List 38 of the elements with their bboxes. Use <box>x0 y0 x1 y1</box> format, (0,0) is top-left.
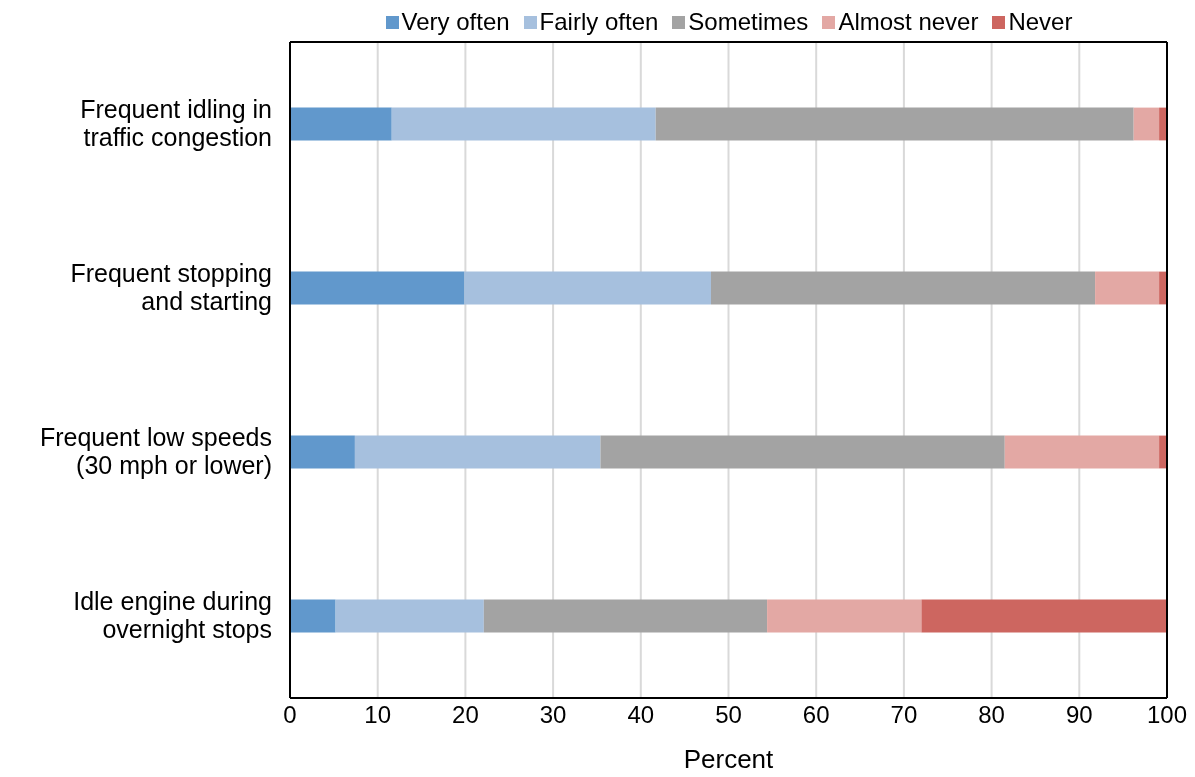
bar <box>710 271 1096 305</box>
bar <box>354 435 601 469</box>
x-tick-label: 60 <box>802 701 830 729</box>
bar <box>921 599 1167 633</box>
bar <box>1095 271 1160 305</box>
x-tick-label: 100 <box>1146 701 1188 729</box>
y-tick-label: Frequent stopping and starting <box>70 259 272 315</box>
bar <box>290 599 336 633</box>
y-tick-label: Frequent idling in traffic congestion <box>80 95 272 151</box>
bar <box>1004 435 1160 469</box>
bar <box>483 599 768 633</box>
bar <box>600 435 1005 469</box>
legend-label: Fairly often <box>538 8 659 36</box>
x-tick-label: 20 <box>452 701 479 729</box>
x-tick-label: 70 <box>890 701 918 729</box>
x-axis-title: Percent <box>683 744 775 774</box>
bar <box>391 107 656 141</box>
x-tick-label: 90 <box>1065 701 1093 729</box>
y-tick-label: Frequent low speeds (30 mph or lower) <box>39 423 272 479</box>
x-tick-label: 40 <box>627 701 655 729</box>
bar <box>290 107 392 141</box>
bar <box>767 599 922 633</box>
legend-label: Never <box>1007 8 1073 36</box>
bar <box>464 271 711 305</box>
bar <box>1133 107 1160 141</box>
x-tick-label: 30 <box>539 701 567 729</box>
x-tick-label: 0 <box>283 701 297 729</box>
legend-label: Almost never <box>837 8 979 36</box>
legend-label: Sometimes <box>687 8 809 36</box>
x-tick-label: 10 <box>364 701 392 729</box>
legend-label: Very often <box>400 8 510 36</box>
y-tick-label: Idle engine during overnight stops <box>73 587 272 643</box>
x-tick-label: 80 <box>978 701 1005 729</box>
bar <box>290 435 355 469</box>
bar <box>655 107 1134 141</box>
bar <box>290 271 465 305</box>
bar <box>335 599 484 633</box>
x-tick-label: 50 <box>715 701 742 729</box>
